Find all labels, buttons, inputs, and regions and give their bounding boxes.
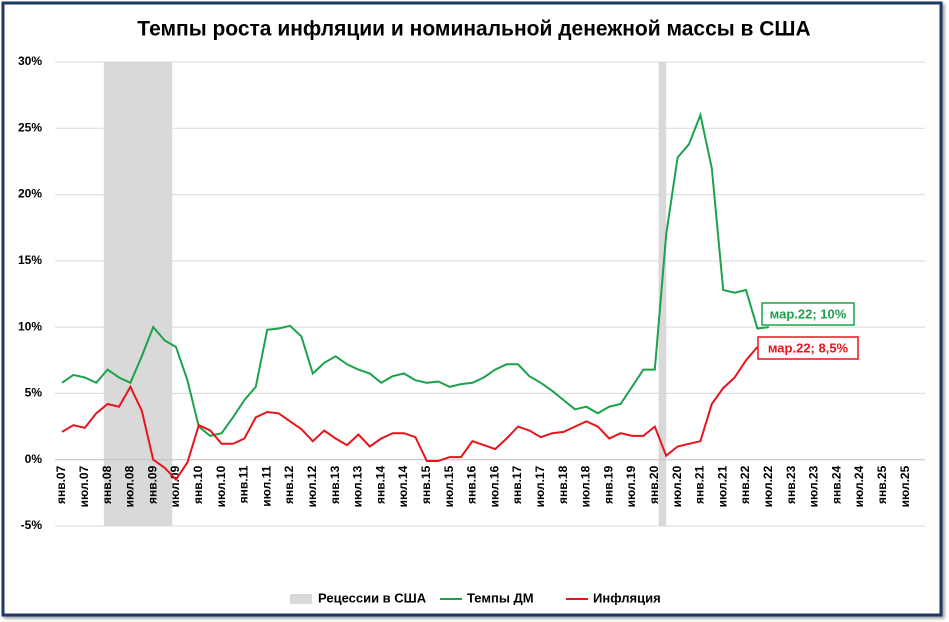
x-tick-label: янв.10 bbox=[191, 465, 205, 504]
x-tick-label: июл.16 bbox=[487, 465, 501, 507]
x-tick-label: июл.22 bbox=[761, 465, 775, 507]
x-tick-label: июл.20 bbox=[670, 465, 684, 507]
series-line bbox=[61, 346, 759, 482]
annotation-box bbox=[761, 302, 855, 326]
x-tick-label: янв.11 bbox=[237, 465, 251, 503]
annotation-box bbox=[757, 336, 859, 360]
x-tick-label: янв.25 bbox=[875, 465, 889, 504]
y-tick-label: 25% bbox=[18, 120, 42, 134]
x-tick-label: янв.16 bbox=[465, 465, 479, 504]
x-tick-label: июл.12 bbox=[305, 465, 319, 507]
x-tick-label: июл.11 bbox=[259, 465, 273, 506]
legend-swatch bbox=[290, 594, 312, 604]
x-tick-label: янв.17 bbox=[510, 465, 524, 504]
x-tick-label: янв.07 bbox=[54, 465, 68, 504]
x-tick-label: июл.10 bbox=[214, 465, 228, 507]
x-tick-label: июл.13 bbox=[351, 465, 365, 507]
x-tick-label: янв.08 bbox=[100, 465, 114, 504]
legend-label: Инфляция bbox=[593, 590, 661, 605]
series-line bbox=[61, 111, 769, 437]
x-tick-label: янв.15 bbox=[419, 465, 433, 504]
x-tick-label: янв.22 bbox=[738, 465, 752, 504]
x-tick-label: июл.08 bbox=[123, 465, 137, 507]
x-tick-label: янв.13 bbox=[328, 465, 342, 504]
y-tick-label: 5% bbox=[25, 386, 43, 400]
recession-band bbox=[658, 62, 667, 526]
annotation: мар.22; 10% bbox=[770, 306, 847, 321]
x-tick-label: янв.23 bbox=[784, 465, 798, 504]
x-tick-label: янв.12 bbox=[282, 465, 296, 504]
x-tick-label: янв.21 bbox=[693, 465, 707, 504]
y-tick-label: -5% bbox=[21, 518, 43, 532]
x-tick-label: июл.15 bbox=[442, 465, 456, 507]
x-tick-label: июл.25 bbox=[898, 465, 912, 507]
x-tick-label: июл.24 bbox=[852, 465, 866, 507]
x-tick-label: янв.20 bbox=[647, 465, 661, 504]
annotation: мар.22; 8,5% bbox=[768, 340, 849, 355]
x-tick-label: янв.14 bbox=[373, 465, 387, 504]
y-tick-label: 0% bbox=[25, 452, 43, 466]
legend-label: Темпы ДМ bbox=[467, 590, 534, 605]
recession-band bbox=[103, 62, 173, 526]
legend-label: Рецессии в США bbox=[318, 590, 427, 605]
y-tick-label: 20% bbox=[18, 187, 42, 201]
x-tick-label: янв.09 bbox=[145, 465, 159, 504]
x-tick-label: янв.18 bbox=[556, 465, 570, 504]
y-tick-label: 15% bbox=[18, 253, 42, 267]
x-tick-label: янв.19 bbox=[601, 465, 615, 504]
x-tick-label: июл.17 bbox=[533, 465, 547, 507]
x-tick-label: июл.14 bbox=[396, 465, 410, 507]
x-tick-label: июл.19 bbox=[624, 465, 638, 507]
chart-title: Темпы роста инфляции и номинальной денеж… bbox=[137, 18, 810, 41]
x-tick-label: июл.18 bbox=[579, 465, 593, 507]
x-tick-label: янв.24 bbox=[829, 465, 843, 504]
y-tick-label: 10% bbox=[18, 319, 42, 333]
x-tick-label: июл.21 bbox=[715, 465, 729, 507]
x-tick-label: июл.07 bbox=[77, 465, 91, 507]
x-tick-label: июл.23 bbox=[807, 465, 821, 507]
y-tick-label: 30% bbox=[18, 54, 42, 68]
